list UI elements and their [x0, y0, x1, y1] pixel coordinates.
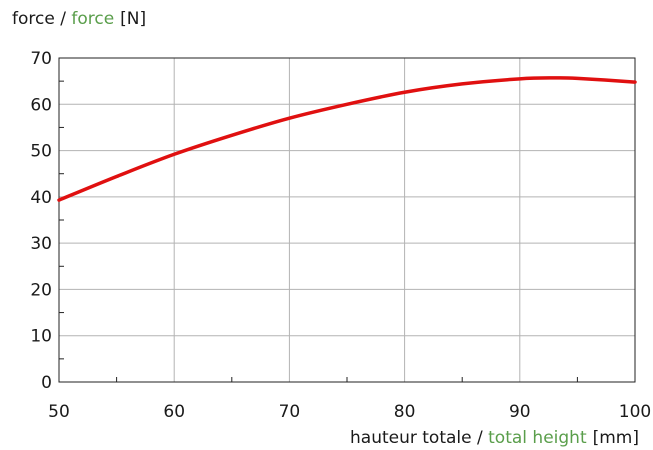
x-axis-unit: [mm] — [592, 428, 639, 448]
x-tick-label: 100 — [619, 402, 651, 422]
y-tick-label: 10 — [30, 327, 52, 347]
x-tick-label: 50 — [48, 402, 70, 422]
y-axis-title: force / force [N] — [12, 9, 146, 29]
force-curve — [57, 76, 637, 202]
y-axis-title-sep: / — [54, 9, 72, 29]
minor-ticks — [59, 80, 578, 382]
x-axis-title-en: total height — [488, 428, 587, 448]
x-axis-title-sep: / — [471, 428, 489, 448]
x-tick-label: 70 — [279, 402, 301, 422]
x-tick-label: 80 — [394, 402, 416, 422]
y-tick-label: 0 — [41, 373, 52, 393]
x-tick-labels: 50 60 70 80 90 100 — [48, 402, 651, 422]
y-tick-labels: 0 10 20 30 40 50 60 70 — [30, 49, 52, 393]
x-axis-title: hauteur totale / total height [mm] — [350, 428, 639, 448]
y-tick-label: 40 — [30, 188, 52, 208]
x-tick-label: 90 — [509, 402, 531, 422]
y-tick-label: 70 — [30, 49, 52, 69]
y-tick-label: 60 — [30, 95, 52, 115]
x-axis-title-fr: hauteur totale — [350, 428, 472, 448]
y-axis-unit: [N] — [120, 9, 147, 29]
grid-lines — [58, 57, 636, 383]
x-tick-label: 60 — [163, 402, 185, 422]
y-tick-label: 30 — [30, 234, 52, 254]
plot-frame — [58, 57, 636, 383]
y-tick-label: 20 — [30, 280, 52, 300]
y-axis-title-en: force — [71, 9, 115, 29]
y-axis-title-fr: force — [12, 9, 55, 29]
y-tick-label: 50 — [30, 142, 52, 162]
